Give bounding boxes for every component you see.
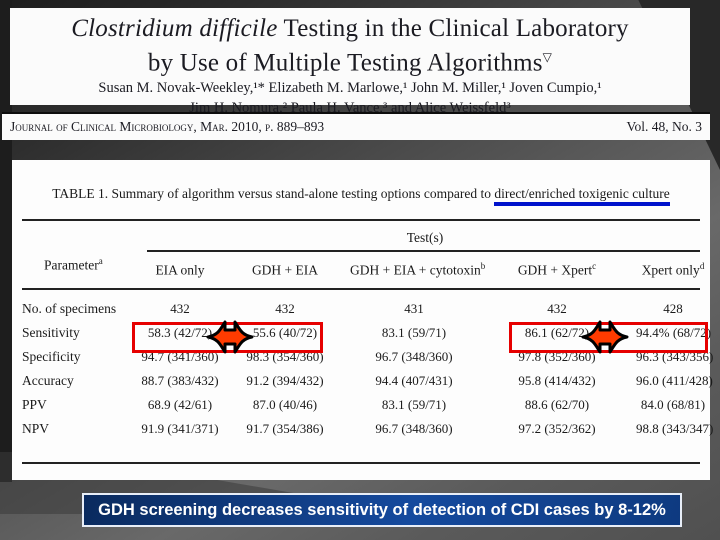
column-header-gdh-eia: GDH + EIA [251, 262, 319, 277]
sensitivity-highlight-box-left [132, 322, 323, 353]
table-row: PPV 68.9 (42/61) 87.0 (40/46) 83.1 (59/7… [12, 393, 710, 417]
cell-value: 91.9 (341/371) [141, 421, 219, 436]
cell-value: 95.8 (414/432) [518, 373, 596, 388]
paper-title-line2: by Use of Multiple Testing Algorithms▽ [147, 49, 553, 77]
cell-value: 96.0 (411/428) [636, 373, 713, 388]
column-header-eia-only: EIA only [155, 262, 205, 277]
cell-value: 83.1 (59/71) [381, 397, 447, 412]
cell-value: 96.7 (348/360) [375, 421, 453, 436]
table-top-rule [22, 219, 700, 221]
journal-header-strip: Journal of Clinical Microbiology, Mar. 2… [2, 112, 710, 140]
journal-volume: Vol. 48, No. 3 [626, 119, 702, 134]
cell-value: 84.0 (68/81) [640, 397, 706, 412]
row-label: Sensitivity [22, 325, 80, 340]
paper-title-rest: Testing in the Clinical Laboratory [277, 15, 629, 42]
paper-title-line1: Clostridium difficile Testing in the Cli… [10, 14, 690, 43]
tests-group-header: Test(s) [406, 230, 444, 245]
parameter-column-header: Parametera [44, 256, 103, 273]
table-bottom-rule [22, 462, 700, 464]
column-headers-row: EIA only GDH + EIA GDH + EIA + cytotoxin… [12, 252, 710, 289]
table-body: No. of specimens 432 432 431 432 428 Sen… [12, 297, 714, 441]
cell-value: 96.7 (348/360) [375, 349, 453, 364]
column-header-gdh-eia-cytotoxin: GDH + EIA + cytotoxinb [350, 260, 486, 278]
title-footnote-mark: ▽ [542, 50, 553, 64]
cell-value: 87.0 (40/46) [252, 397, 318, 412]
cell-value: 91.2 (394/432) [246, 373, 324, 388]
table-row: Sensitivity 58.3 (42/72) 55.6 (40/72) 83… [12, 321, 712, 345]
paper-title-block: Clostridium difficile Testing in the Cli… [10, 8, 690, 116]
table-row: Accuracy 88.7 (383/432) 91.2 (394/432) 9… [12, 369, 713, 393]
cell-value: 83.1 (59/71) [381, 325, 447, 340]
double-arrow-icon [206, 320, 254, 354]
cell-value: 432 [547, 301, 567, 316]
table-row: No. of specimens 432 432 431 432 428 [12, 297, 710, 321]
tests-group-rule [147, 250, 700, 252]
cell-value: 432 [275, 301, 295, 316]
table-row: NPV 91.9 (341/371) 91.7 (354/386) 96.7 (… [12, 417, 714, 441]
table-caption: TABLE 1. Summary of algorithm versus sta… [12, 186, 710, 206]
cell-value: 94.4% (68/72) [636, 325, 712, 340]
authors-line1: Susan M. Novak-Weekley,¹* Elizabeth M. M… [98, 80, 602, 97]
journal-citation: Journal of Clinical Microbiology, Mar. 2… [10, 119, 325, 134]
row-label: PPV [22, 397, 47, 412]
column-header-gdh-xpert: GDH + Xpertc [517, 260, 597, 278]
cell-value: 428 [663, 301, 683, 316]
results-table: TABLE 1. Summary of algorithm versus sta… [12, 160, 714, 480]
paper-title-italic: Clostridium difficile [71, 15, 278, 42]
cell-value: 88.7 (383/432) [141, 373, 219, 388]
column-header-xpert-only: Xpert onlyd [641, 260, 705, 278]
row-label: Accuracy [22, 373, 74, 388]
cell-value: 97.2 (352/362) [518, 421, 596, 436]
cell-value: 431 [404, 301, 424, 316]
slide-conclusion-banner: GDH screening decreases sensitivity of d… [82, 493, 682, 527]
cell-value: 98.8 (343/347) [636, 421, 714, 436]
cell-value: 86.1 (62/72) [524, 325, 590, 340]
row-label: No. of specimens [22, 301, 117, 316]
row-label: Specificity [22, 349, 81, 364]
cell-value: 55.6 (40/72) [252, 325, 318, 340]
cell-value: 432 [170, 301, 190, 316]
cell-value: 88.6 (62/70) [524, 397, 590, 412]
table-header-area: Parametera Test(s) EIA only GDH + EIA GD… [12, 230, 710, 288]
cell-value: 68.9 (42/61) [147, 397, 213, 412]
row-label: NPV [22, 421, 50, 436]
cell-value: 94.4 (407/431) [375, 373, 453, 388]
double-arrow-icon [581, 320, 629, 354]
cell-value: 91.7 (354/386) [246, 421, 324, 436]
cell-value: 58.3 (42/72) [147, 325, 213, 340]
table-caption-underlined-phrase: direct/enriched toxigenic culture [494, 186, 670, 206]
table-mid-rule [22, 288, 700, 290]
